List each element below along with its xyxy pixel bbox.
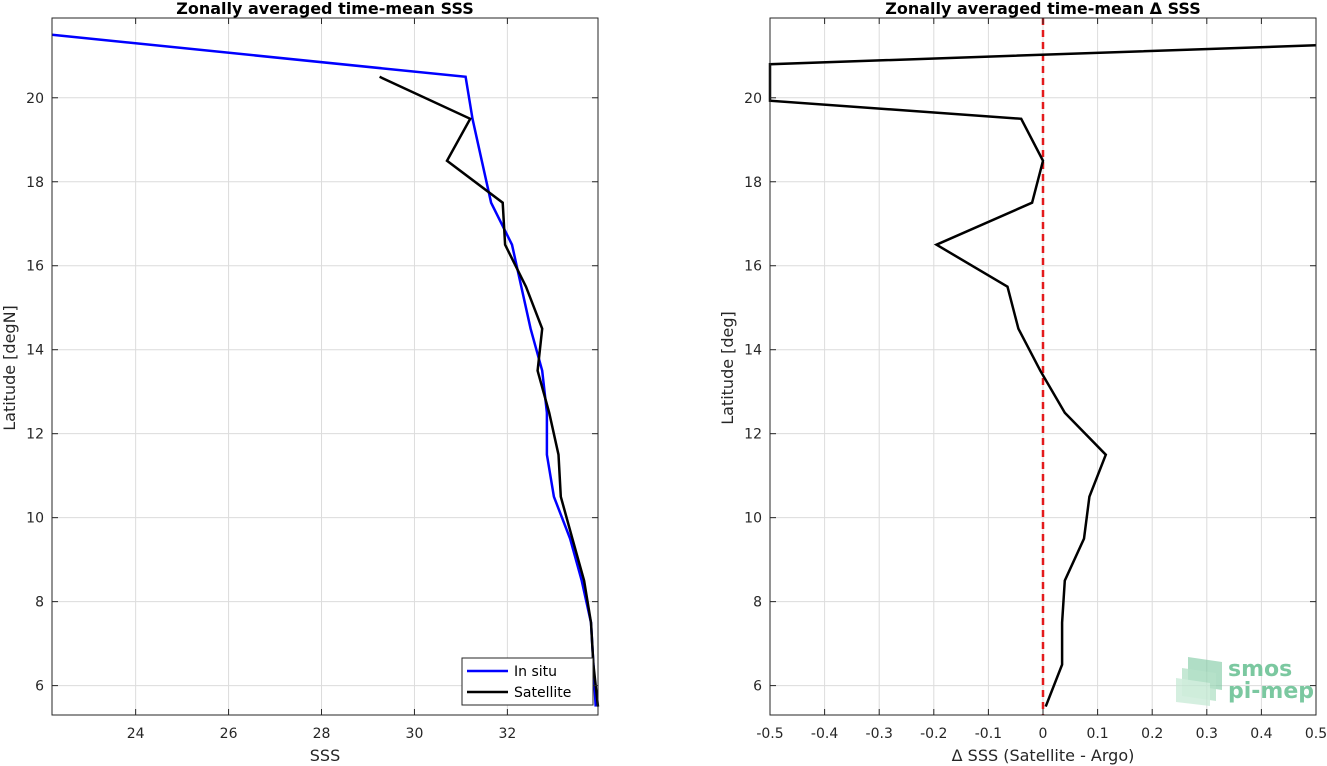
x-tick-label: 0: [1039, 726, 1048, 742]
sss-ylabel: Latitude [degN]: [0, 305, 19, 431]
delta-sss-ticks: -0.5 -0.4 -0.3 -0.2 -0.1 0 0.1 0.2 0.3 0.4 0.5 6 8 10…: [744, 18, 1327, 742]
sss-panel: 24 26 28 30 32 6 8 10 12 14 16 18 20 Zonally average…: [0, 0, 600, 765]
legend-box: [461, 657, 594, 706]
y-tick-label: 20: [26, 91, 44, 107]
legend-label-satellite: Satellite: [514, 685, 571, 701]
smos-pi-mep-logo: smos pi-mep: [1176, 657, 1314, 706]
y-tick-label: 18: [744, 175, 762, 191]
x-tick-label: 0.2: [1141, 726, 1163, 742]
x-tick-label: 28: [313, 726, 331, 742]
x-tick-label: 26: [220, 726, 238, 742]
sss-series-satellite: [379, 75, 600, 707]
y-tick-label: 20: [744, 91, 762, 107]
y-tick-label: 8: [35, 595, 44, 611]
legend-label-in-situ: In situ: [514, 664, 557, 680]
logo-text-line1: smos: [1228, 657, 1292, 682]
sss-series: [51, 33, 600, 707]
sss-xlabel: SSS: [310, 746, 340, 765]
delta-sss-series: [768, 18, 1317, 715]
logo-mark-icon: [1176, 657, 1222, 706]
x-tick-label: 0.3: [1196, 726, 1218, 742]
delta-sss-ylabel: Latitude [deg]: [718, 311, 737, 425]
y-tick-label: 6: [35, 679, 44, 695]
y-tick-label: 16: [26, 259, 44, 275]
x-tick-label: 24: [127, 726, 145, 742]
x-tick-label: 0.5: [1305, 726, 1327, 742]
delta-sss-title: Zonally averaged time-mean Δ SSS: [885, 0, 1201, 18]
y-tick-label: 10: [26, 511, 44, 527]
x-tick-label: 0.4: [1250, 726, 1272, 742]
x-tick-label: -0.3: [866, 726, 893, 742]
y-tick-label: 10: [744, 511, 762, 527]
sss-series-in-situ: [51, 33, 597, 707]
x-tick-label: -0.2: [920, 726, 947, 742]
x-tick-label: -0.1: [975, 726, 1002, 742]
x-tick-label: 0.1: [1086, 726, 1108, 742]
x-tick-label: 30: [406, 726, 424, 742]
x-tick-label: 32: [498, 726, 516, 742]
y-tick-label: 18: [26, 175, 44, 191]
y-tick-label: 6: [753, 679, 762, 695]
x-tick-label: -0.5: [756, 726, 783, 742]
sss-title: Zonally averaged time-mean SSS: [176, 0, 474, 18]
sss-legend: In situ Satellite: [461, 657, 594, 706]
logo-text-line2: pi-mep: [1228, 679, 1314, 704]
delta-sss-series-line-0: [768, 44, 1317, 708]
sss-ticks: 24 26 28 30 32 6 8 10 12 14 16 18 20: [26, 18, 598, 742]
delta-sss-panel: -0.5 -0.4 -0.3 -0.2 -0.1 0 0.1 0.2 0.3 0.4 0.5 6 8 10…: [718, 0, 1327, 765]
y-tick-label: 12: [26, 427, 44, 443]
y-tick-label: 8: [753, 595, 762, 611]
sss-axes-box: [51, 17, 599, 716]
x-tick-label: -0.4: [811, 726, 838, 742]
y-tick-label: 14: [744, 343, 762, 359]
y-tick-label: 14: [26, 343, 44, 359]
y-tick-label: 16: [744, 259, 762, 275]
sss-grid: [52, 18, 598, 715]
delta-sss-xlabel: Δ SSS (Satellite - Argo): [952, 746, 1135, 765]
y-tick-label: 12: [744, 427, 762, 443]
